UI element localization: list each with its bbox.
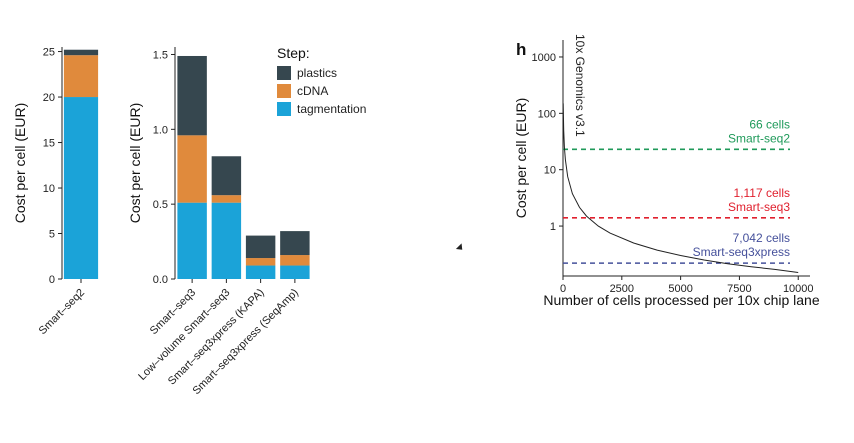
reference-name-label: Smart-seq3xpress: [693, 245, 790, 259]
legend-label-cDNA: cDNA: [297, 84, 328, 98]
bar-segment-cDNA: [63, 55, 99, 98]
y-tick-label: 10: [43, 183, 55, 195]
legend-swatch-cDNA: [277, 84, 291, 98]
y-tick-label: 0.0: [153, 274, 168, 286]
x-axis-label: Number of cells processed per 10x chip l…: [543, 292, 819, 308]
y-tick-label: 1: [550, 221, 556, 233]
y-tick-label: 5: [49, 229, 55, 241]
cost-curve: [562, 103, 799, 273]
legend-label-tagmentation: tagmentation: [297, 102, 366, 116]
bar-segment-tagmentation: [211, 202, 242, 279]
y-tick-label: 10: [544, 165, 556, 177]
bar-segment-tagmentation: [245, 265, 276, 279]
y-tick-label: 0.5: [153, 199, 168, 211]
x-tick-label: 10000: [783, 283, 814, 295]
bar-segment-plastics: [211, 156, 242, 196]
bar-segment-plastics: [245, 235, 276, 259]
bar-segment-tagmentation: [63, 97, 99, 279]
bar-segment-cDNA: [211, 195, 242, 203]
reference-name-label: Smart-seq3: [728, 200, 790, 214]
y-tick-label: 20: [43, 92, 55, 104]
y-tick-label: 25: [43, 47, 55, 59]
bar-segment-cDNA: [245, 258, 276, 266]
reference-count-label: 1,117 cells: [734, 186, 790, 200]
panel-label: h: [516, 40, 526, 59]
y-axis-label: Cost per cell (EUR): [12, 103, 28, 224]
bar-segment-cDNA: [177, 135, 207, 203]
reference-name-label: Smart-seq2: [728, 131, 790, 145]
y-tick-label: 0: [49, 274, 55, 286]
y-tick-label: 100: [538, 108, 556, 120]
reference-count-label: 66 cells: [749, 117, 790, 131]
x-tick-label: Smart–seq2: [37, 287, 87, 337]
x-tick-label: 0: [560, 283, 566, 295]
y-tick-label: 15: [43, 138, 55, 150]
y-axis-label: Cost per cell (EUR): [513, 98, 529, 219]
bar-segment-tagmentation: [177, 202, 207, 279]
y-tick-label: 1.0: [153, 124, 168, 136]
y-tick-label: 1000: [532, 52, 556, 64]
y-axis-label: Cost per cell (EUR): [127, 103, 143, 224]
legend-label-plastics: plastics: [297, 66, 337, 80]
reference-count-label: 7,042 cells: [733, 231, 790, 245]
x-tick-label: 2500: [610, 283, 634, 295]
legend-swatch-plastics: [277, 66, 291, 80]
curve-label: 10x Genomics v3.1: [573, 34, 587, 137]
bar-segment-tagmentation: [280, 265, 310, 279]
bar-segment-cDNA: [280, 255, 310, 266]
legend-title: Step:: [277, 45, 310, 61]
bar-segment-plastics: [177, 55, 207, 136]
bar-segment-plastics: [280, 231, 310, 256]
x-tick-label: 5000: [668, 283, 692, 295]
legend-swatch-tagmentation: [277, 102, 291, 116]
y-tick-label: 1.5: [153, 49, 168, 61]
x-tick-label: 7500: [727, 283, 751, 295]
bar-segment-plastics: [63, 49, 99, 56]
